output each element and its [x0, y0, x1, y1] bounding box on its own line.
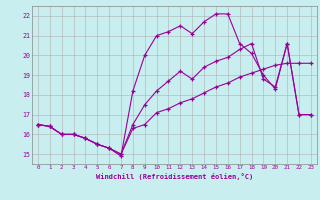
X-axis label: Windchill (Refroidissement éolien,°C): Windchill (Refroidissement éolien,°C) [96, 173, 253, 180]
